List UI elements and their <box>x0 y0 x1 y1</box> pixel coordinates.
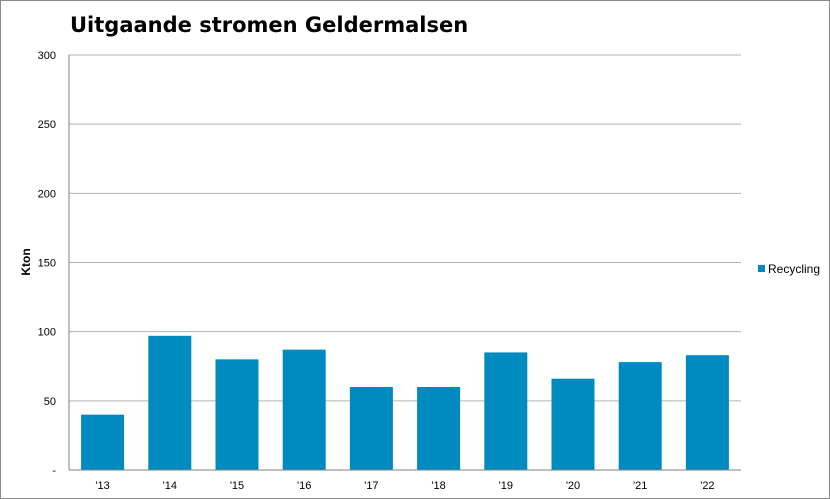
bar <box>215 359 259 470</box>
x-tick-label: '21 <box>633 480 647 492</box>
y-tick-label: 300 <box>38 50 56 62</box>
x-tick-label: '17 <box>364 480 378 492</box>
bar <box>148 335 192 470</box>
bars <box>81 335 729 470</box>
bar <box>618 362 662 470</box>
y-axis-label: Kton <box>19 248 33 275</box>
x-tick-label: '20 <box>566 480 580 492</box>
y-tick-label: 150 <box>38 258 56 270</box>
x-tick-label: '14 <box>163 480 177 492</box>
legend-swatch-recycling <box>758 265 765 272</box>
bar <box>349 387 393 470</box>
x-tick-label: '19 <box>499 480 513 492</box>
y-tick-label: 200 <box>38 188 56 200</box>
bar <box>551 378 595 470</box>
x-tick-labels: '13 '14 '15 '16 '17 '18 '19 '20 '21 '22 <box>95 480 714 492</box>
axes <box>68 55 741 471</box>
legend: Recycling <box>758 262 820 276</box>
chart-title: Uitgaande stromen Geldermalsen <box>70 13 469 37</box>
y-tick-label: 50 <box>44 396 56 408</box>
y-tick-label: - <box>52 465 56 477</box>
x-tick-label: '15 <box>230 480 244 492</box>
bar <box>484 352 528 470</box>
x-tick-label: '16 <box>297 480 311 492</box>
x-tick-label: '13 <box>95 480 109 492</box>
y-tick-label: 250 <box>38 119 56 131</box>
bar <box>282 349 326 470</box>
x-tick-label: '22 <box>700 480 714 492</box>
bar <box>81 414 125 470</box>
x-tick-label: '18 <box>431 480 445 492</box>
bar <box>417 387 461 470</box>
legend-label-recycling: Recycling <box>768 262 820 276</box>
y-tick-label: 100 <box>38 327 56 339</box>
y-tick-labels: - 50 100 150 200 250 300 <box>38 50 57 477</box>
bar <box>685 355 729 470</box>
